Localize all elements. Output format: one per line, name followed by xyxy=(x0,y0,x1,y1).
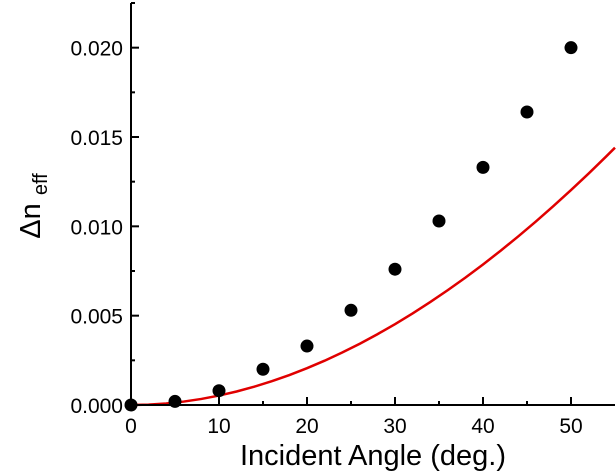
data-point xyxy=(256,362,270,376)
data-point xyxy=(476,160,490,174)
x-tick-label: 0 xyxy=(125,415,137,438)
data-point xyxy=(432,214,446,228)
data-point xyxy=(520,105,534,119)
data-point xyxy=(344,303,358,317)
y-tick-label: 0.010 xyxy=(70,216,123,239)
x-tick-label: 50 xyxy=(559,415,582,438)
x-tick-label: 30 xyxy=(383,415,406,438)
y-tick-label: 0.020 xyxy=(70,38,123,61)
data-point xyxy=(564,41,578,55)
x-tick-label: 20 xyxy=(295,415,318,438)
data-point xyxy=(300,339,314,353)
fit-curve xyxy=(130,146,616,407)
data-point xyxy=(388,262,402,276)
points-layer xyxy=(124,41,578,412)
y-tick-label: 0.015 xyxy=(70,127,123,150)
x-axis-title: Incident Angle (deg.) xyxy=(240,440,506,472)
data-point xyxy=(212,384,226,398)
tick-labels-layer: 0 10 20 30 40 50 0.000 0.005 0.010 0.015 0.020 xyxy=(70,38,582,438)
x-tick-label: 10 xyxy=(207,415,230,438)
y-axis-title-main: Δn xyxy=(15,203,47,239)
fit-layer xyxy=(130,146,616,407)
y-tick-label: 0.000 xyxy=(70,395,123,418)
ticks-layer xyxy=(130,2,572,406)
y-tick-label: 0.005 xyxy=(70,306,123,329)
y-axis-title-subscript: eff xyxy=(30,173,52,195)
y-axis-title: Δn eff xyxy=(15,173,52,239)
x-tick-label: 40 xyxy=(471,415,494,438)
